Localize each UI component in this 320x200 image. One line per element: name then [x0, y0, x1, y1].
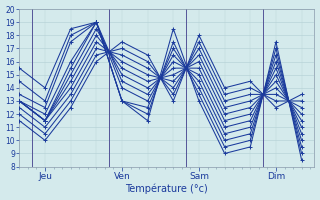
X-axis label: Température (°c): Température (°c)	[125, 184, 208, 194]
